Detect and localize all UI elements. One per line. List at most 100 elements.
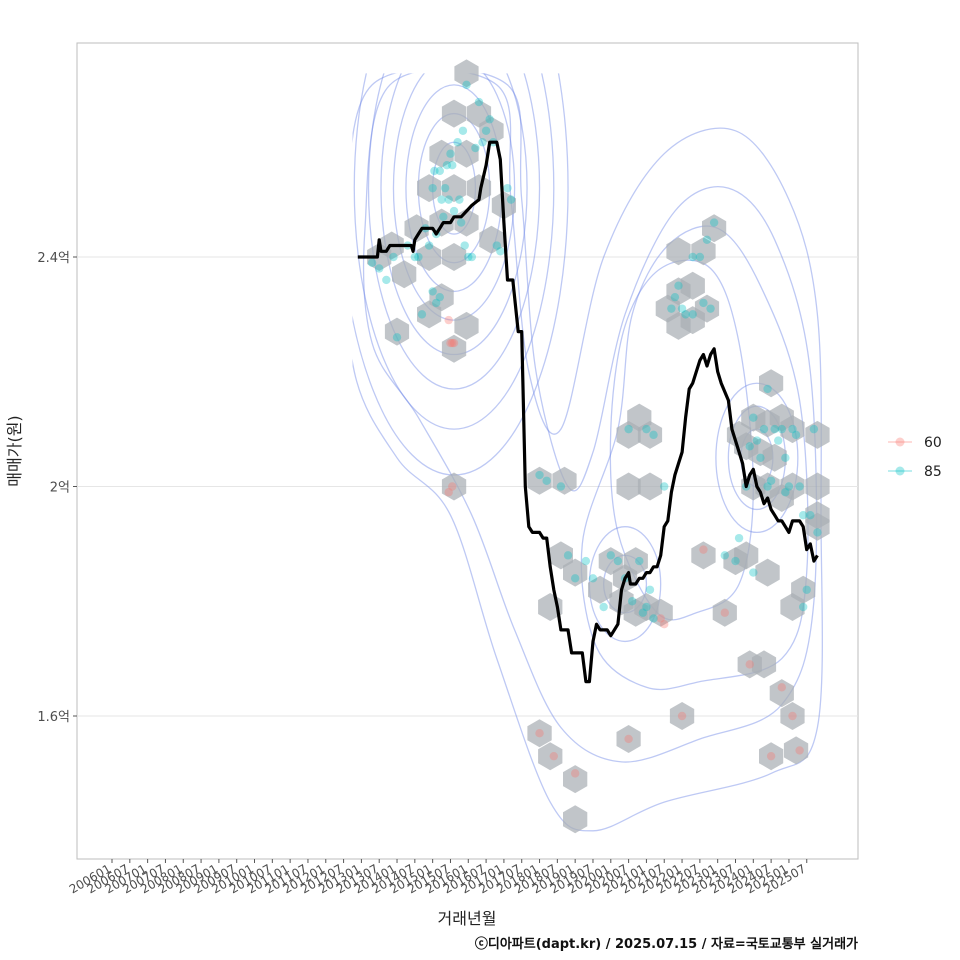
data-point-85	[756, 453, 765, 463]
data-point-85	[781, 453, 790, 463]
data-point-85	[430, 166, 439, 176]
data-point-85	[734, 533, 744, 543]
source-caption: ⓒ디아파트(dapt.kr) / 2025.07.15 / 자료=국토교통부 실…	[474, 937, 858, 952]
data-point-85	[752, 436, 762, 445]
hexbin-cell	[680, 271, 705, 300]
hexbin-cell	[759, 369, 784, 398]
data-point-60	[699, 545, 708, 554]
data-point-85	[763, 482, 772, 491]
data-point-85	[437, 195, 446, 204]
hexbin-cell	[637, 472, 663, 501]
data-point-60	[449, 338, 459, 348]
data-point-85	[456, 218, 466, 227]
data-point-85	[462, 80, 471, 90]
hexbin-cell	[441, 174, 467, 203]
data-point-85	[660, 482, 669, 491]
data-point-85	[642, 424, 651, 434]
hexbin-cell	[616, 725, 641, 753]
data-point-85	[464, 252, 473, 262]
hexbin-cell	[441, 243, 467, 271]
data-point-85	[410, 252, 420, 262]
data-point-85	[428, 183, 437, 193]
hexbin-cell	[441, 99, 467, 128]
data-point-85	[613, 556, 623, 566]
data-point-85	[563, 551, 573, 560]
data-point-85	[749, 413, 758, 422]
y-tick-label: 2억	[50, 481, 70, 496]
hexbin-cell	[588, 575, 613, 604]
hexbin-cell	[548, 541, 573, 570]
data-point-85	[681, 310, 690, 319]
legend-label: 85	[924, 464, 942, 480]
hexbin-cell	[759, 742, 784, 771]
data-point-60	[766, 751, 776, 761]
hexbin-cell	[441, 334, 467, 363]
contour-line	[362, 73, 818, 763]
price-line-layer	[357, 140, 819, 684]
data-point-85	[674, 281, 683, 290]
hexbin-cell	[479, 116, 504, 145]
data-point-85	[424, 241, 434, 250]
x-axis-title: 거래년월	[438, 909, 497, 928]
data-point-85	[745, 442, 754, 451]
data-point-85	[449, 206, 459, 216]
data-point-85	[749, 568, 758, 577]
data-point-85	[467, 252, 477, 262]
data-point-85	[535, 470, 544, 480]
data-point-60	[448, 482, 457, 491]
hexbin-cell	[648, 598, 673, 627]
legend-key-dot	[895, 466, 905, 476]
data-point-85	[367, 258, 377, 267]
data-point-85	[813, 528, 822, 537]
data-point-85	[809, 424, 819, 434]
hexbin-cell	[769, 679, 794, 708]
data-point-85	[649, 614, 658, 623]
hexbin-cell	[702, 214, 727, 243]
hexbin-cell	[417, 243, 442, 271]
data-point-85	[806, 510, 815, 520]
hexbin-cell	[637, 420, 663, 449]
data-point-85	[699, 298, 708, 308]
data-point-85	[763, 384, 772, 394]
data-point-85	[606, 551, 615, 560]
hexbin-cell	[666, 237, 691, 266]
hexbin-cell	[669, 702, 695, 730]
data-point-60	[677, 711, 687, 721]
data-point-85	[702, 235, 712, 244]
data-point-60	[745, 660, 754, 669]
data-point-60	[777, 683, 787, 692]
hexbin-cell	[712, 598, 737, 627]
data-point-85	[478, 138, 487, 147]
hexbin-cell	[805, 420, 830, 449]
data-point-85	[798, 510, 808, 520]
plot-panel	[76, 42, 859, 860]
data-point-85	[784, 482, 794, 491]
data-point-85	[440, 183, 450, 193]
data-point-85	[444, 195, 453, 204]
data-point-60	[788, 711, 797, 721]
hexbin-cell	[623, 547, 648, 576]
data-point-60	[444, 315, 453, 325]
data-point-85	[453, 138, 462, 147]
hexbin-cell	[805, 512, 830, 541]
data-point-60	[720, 608, 730, 617]
data-point-85	[455, 195, 464, 204]
hexbin-cell	[454, 311, 479, 340]
hexbin-cell	[769, 484, 794, 512]
hexbin-cell	[783, 736, 809, 765]
data-point-85	[492, 241, 501, 250]
hexbin-cell	[623, 598, 648, 627]
data-point-85	[435, 292, 444, 302]
data-point-85	[798, 602, 808, 612]
contour-line	[580, 225, 809, 691]
hexbin-cell	[466, 174, 492, 203]
data-point-60	[535, 729, 544, 738]
data-point-60	[549, 751, 558, 761]
contour-line	[715, 382, 799, 534]
data-point-60	[448, 338, 457, 348]
data-point-85	[731, 556, 740, 566]
data-point-85	[435, 166, 444, 176]
hexbin-cell	[552, 466, 577, 495]
hexbin-cell	[429, 139, 454, 168]
data-point-85	[506, 195, 516, 204]
